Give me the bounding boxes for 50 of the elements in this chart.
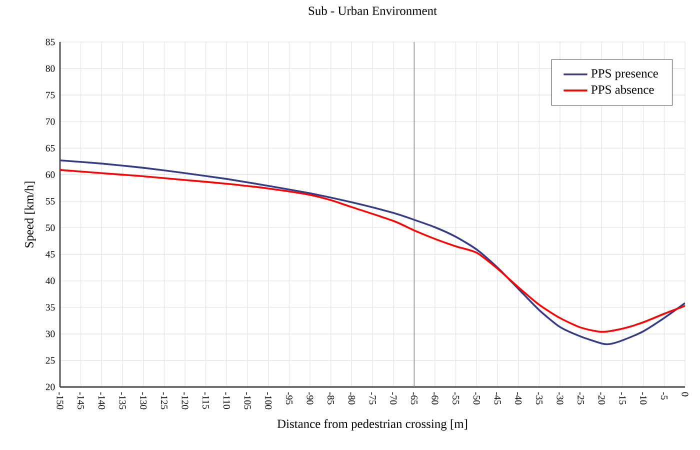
y-tick-label: 35: [46, 304, 55, 311]
y-axis-title: Speed [km/h]: [24, 182, 36, 248]
chart-title: Sub - Urban Environment: [308, 6, 437, 16]
x-tick-label: -20: [598, 392, 605, 404]
x-tick-label: 0: [682, 392, 688, 396]
x-tick-label: -60: [432, 392, 438, 404]
x-tick-label: -45: [494, 392, 501, 404]
legend-label: PPS presence: [591, 69, 658, 80]
y-tick-label: 30: [46, 330, 55, 338]
y-tick-label: 55: [46, 198, 55, 204]
x-tick-label: -10: [640, 392, 647, 404]
x-tick-label: -120: [182, 392, 188, 410]
x-tick-label: -55: [452, 392, 460, 404]
x-tick-label: -75: [369, 392, 376, 404]
x-tick-label: -70: [390, 392, 397, 404]
x-tick-label: -140: [98, 392, 105, 410]
x-tick-label: -100: [265, 392, 272, 410]
y-tick-label: 25: [46, 357, 55, 364]
x-tick-label: -35: [536, 392, 542, 404]
y-tick-label: 65: [46, 144, 55, 152]
x-tick-label: -135: [119, 392, 126, 410]
x-tick-label: -90: [306, 392, 314, 404]
x-tick-label: -5: [660, 392, 668, 400]
x-tick-label: -110: [223, 392, 230, 409]
x-tick-label: -85: [328, 392, 334, 404]
x-tick-label: -15: [619, 392, 626, 404]
y-tick-label: 80: [46, 65, 55, 72]
x-tick-label: -50: [473, 392, 480, 404]
y-tick-label: 20: [46, 384, 55, 390]
x-tick-label: -95: [286, 392, 292, 404]
x-tick-label: -80: [348, 392, 355, 404]
x-tick-label: -130: [140, 392, 147, 410]
y-tick-label: 60: [46, 171, 55, 178]
x-tick-label: -105: [244, 392, 251, 410]
y-tick-label: 85: [46, 38, 55, 46]
y-tick-label: 45: [46, 251, 55, 258]
x-tick-label: -145: [78, 392, 84, 410]
x-tick-label: -125: [160, 392, 168, 410]
x-tick-label: -40: [515, 392, 522, 404]
y-tick-label: 50: [46, 224, 55, 232]
x-tick-label: -30: [556, 392, 564, 404]
x-tick-label: -150: [56, 392, 64, 410]
x-tick-label: -25: [578, 392, 584, 404]
x-tick-label: -65: [410, 392, 418, 404]
y-tick-label: 70: [46, 118, 55, 125]
legend-label: PPS absence: [591, 85, 654, 94]
y-tick-label: 40: [46, 278, 55, 284]
x-axis-title: Distance from pedestrian crossing [m]: [277, 419, 468, 431]
x-tick-label: -115: [202, 392, 210, 409]
y-tick-label: 75: [46, 92, 55, 98]
